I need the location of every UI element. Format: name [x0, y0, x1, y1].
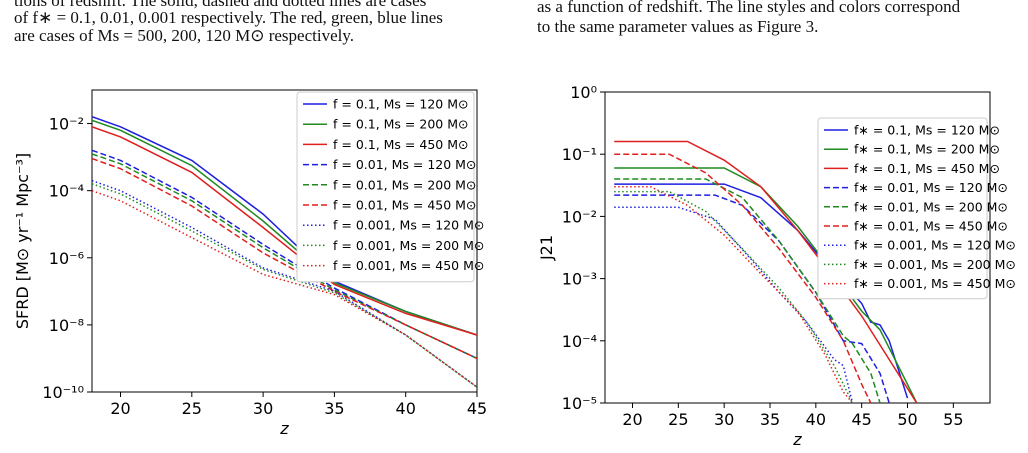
plot-frame — [91, 89, 478, 393]
x-tick-label: 30 — [714, 410, 734, 429]
paragraph-line: of f∗ = 0.1, 0.01, 0.001 respectively. T… — [14, 8, 443, 27]
x-tick-label: 55 — [943, 410, 963, 429]
series-line — [92, 153, 477, 360]
legend-label: f = 0.1, Ms = 450 M⊙ — [333, 137, 468, 152]
x-tick-label: 40 — [806, 410, 826, 429]
x-tick-label: 25 — [668, 410, 688, 429]
legend-label: f∗ = 0.1, Ms = 120 M⊙ — [854, 123, 1000, 138]
x-tick-label: 50 — [897, 410, 917, 429]
paragraph-line: are cases of Ms = 500, 200, 120 M⊙ respe… — [14, 26, 354, 45]
y-axis-label: SFRD [M⊙ yr⁻¹ Mpc⁻³] — [13, 153, 32, 329]
legend-box — [296, 91, 475, 283]
series-line — [614, 206, 854, 403]
legend-label: f = 0.1, Ms = 200 M⊙ — [333, 117, 468, 132]
paragraph-line: as a function of redshift. The line styl… — [537, 0, 961, 16]
paragraph-line: tions of redshift. The solid, dashed and… — [14, 0, 426, 10]
legend-label: f = 0.01, Ms = 450 M⊙ — [333, 198, 476, 213]
legend-label: f∗ = 0.001, Ms = 450 M⊙ — [854, 276, 1016, 291]
x-tick-label: 25 — [182, 399, 202, 418]
y-axis-label: J21 — [537, 235, 556, 261]
legend: f∗ = 0.1, Ms = 120 M⊙ f∗ = 0.1, Ms = 200 … — [817, 117, 1016, 300]
x-tick-label: 35 — [760, 410, 780, 429]
legend-label: f∗ = 0.001, Ms = 120 M⊙ — [854, 238, 1016, 253]
x-tick-label: 30 — [253, 399, 273, 418]
legend-label: f = 0.1, Ms = 120 M⊙ — [333, 97, 468, 112]
x-axis-label: z — [792, 430, 802, 449]
legend-box — [817, 117, 988, 300]
x-tick-label: 45 — [851, 410, 871, 429]
x-tick-label: 35 — [324, 399, 344, 418]
y-tick-label: 10⁻¹⁰ — [42, 383, 84, 402]
y-tick-label: 10⁻² — [49, 115, 84, 134]
x-tick-label: 40 — [396, 399, 416, 418]
legend-label: f∗ = 0.1, Ms = 200 M⊙ — [854, 142, 1000, 157]
y-tick-label: 10⁻⁶ — [49, 249, 84, 268]
y-tick-label: 10⁻¹ — [562, 145, 597, 164]
series-line — [92, 157, 477, 360]
legend-label: f∗ = 0.1, Ms = 450 M⊙ — [854, 161, 1000, 176]
legend-label: f∗ = 0.01, Ms = 120 M⊙ — [854, 180, 1008, 195]
legend-label: f∗ = 0.01, Ms = 450 M⊙ — [854, 219, 1008, 234]
series-line — [614, 140, 918, 403]
series-line — [92, 149, 477, 360]
x-tick-label: 20 — [622, 410, 642, 429]
y-tick-label: 10⁻³ — [562, 270, 597, 289]
series-line — [614, 153, 872, 403]
series-line — [92, 119, 477, 336]
series-line — [92, 179, 477, 388]
legend-label: f = 0.001, Ms = 200 M⊙ — [333, 238, 484, 253]
y-tick-label: 10⁻⁸ — [49, 316, 84, 335]
series-line — [92, 126, 477, 336]
series-line — [92, 183, 477, 388]
legend: f = 0.1, Ms = 120 M⊙ f = 0.1, Ms = 200 M⊙… — [296, 91, 484, 283]
paragraph-line: to the same parameter values as Figure 3… — [537, 17, 818, 36]
legend-label: f∗ = 0.001, Ms = 200 M⊙ — [854, 257, 1016, 272]
lines — [92, 115, 477, 388]
x-tick-label: 45 — [467, 399, 487, 418]
legend-label: f = 0.001, Ms = 120 M⊙ — [333, 218, 484, 233]
x-tick-label: 20 — [110, 399, 130, 418]
y-tick-label: 10⁻² — [562, 207, 597, 226]
plot-frame — [604, 91, 991, 404]
y-tick-label: 10⁻⁵ — [562, 394, 597, 413]
series-line — [614, 190, 854, 403]
y-tick-label: 10⁻⁴ — [49, 182, 84, 201]
legend-label: f = 0.001, Ms = 450 M⊙ — [333, 258, 484, 273]
legend-label: f = 0.01, Ms = 200 M⊙ — [333, 177, 476, 192]
legend-label: f = 0.01, Ms = 120 M⊙ — [333, 157, 476, 172]
y-tick-label: 10⁰ — [570, 83, 597, 102]
y-tick-label: 10⁻⁴ — [562, 332, 597, 351]
series-line — [614, 178, 881, 403]
legend-label: f∗ = 0.01, Ms = 200 M⊙ — [854, 199, 1008, 214]
x-axis-label: z — [279, 419, 289, 438]
